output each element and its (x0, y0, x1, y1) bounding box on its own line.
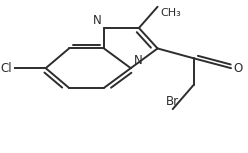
Text: N: N (93, 14, 102, 27)
Text: Br: Br (166, 95, 179, 108)
Text: CH₃: CH₃ (160, 8, 181, 18)
Text: N: N (134, 54, 143, 67)
Text: Cl: Cl (0, 62, 12, 75)
Text: O: O (233, 62, 243, 75)
